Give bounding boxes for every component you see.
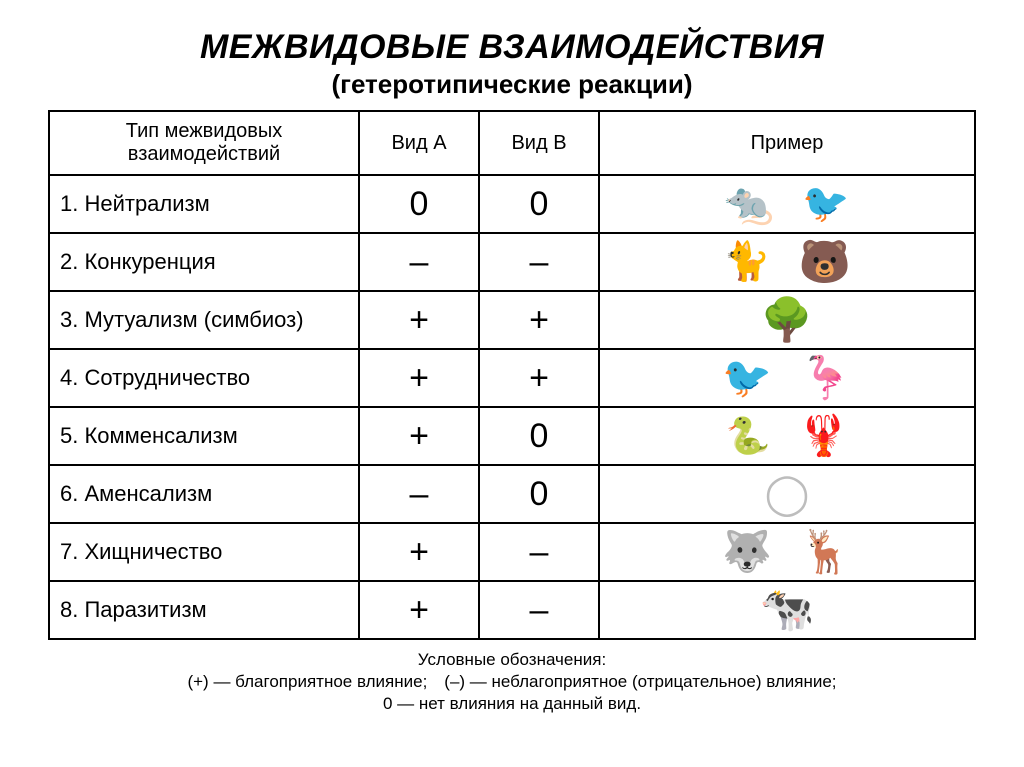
interaction-type: 4. Сотрудничество [49,349,359,407]
example-cell: 🐀🐦 [599,175,975,233]
legend-line-1: (+) — благоприятное влияние; (–) — небла… [48,672,976,692]
col-header-type: Тип межвидовых взаимодействий [49,111,359,175]
interactions-table: Тип межвидовых взаимодействий Вид А Вид … [48,110,976,640]
table-row: 2. Конкуренция––🐈🐻 [49,233,975,291]
species-b-effect: – [479,523,599,581]
species-b-effect: 0 [479,465,599,523]
bird-icon: 🐦 [802,185,849,223]
table-row: 4. Сотрудничество++🐦🦩 [49,349,975,407]
bear-icon: 🐻 [799,241,851,283]
example-cell: 🐍🦞 [599,407,975,465]
species-a-effect: – [359,233,479,291]
table-row: 5. Комменсализм+0🐍🦞 [49,407,975,465]
rat-icon: 🐀 [724,184,774,224]
worm-icon: 🐍 [726,418,771,454]
species-b-effect: 0 [479,175,599,233]
table-body: 1. Нейтрализм00🐀🐦2. Конкуренция––🐈🐻3. Му… [49,175,975,639]
col-header-example: Пример [599,111,975,175]
species-a-effect: – [359,465,479,523]
species-a-effect: + [359,291,479,349]
interaction-type: 3. Мутуализм (симбиоз) [49,291,359,349]
species-a-effect: 0 [359,175,479,233]
example-cell: 🐄 [599,581,975,639]
example-cell: 🐈🐻 [599,233,975,291]
lynx-icon: 🐈 [723,243,770,281]
interaction-type: 2. Конкуренция [49,233,359,291]
table-row: 6. Аменсализм–0 ◯ [49,465,975,523]
page: МЕЖВИДОВЫЕ ВЗАИМОДЕЙСТВИЯ (гетеротипичес… [0,0,1024,767]
legend-title: Условные обозначения: [48,650,976,670]
col-header-species-a: Вид А [359,111,479,175]
species-a-effect: + [359,349,479,407]
example-cell: 🐺🦌 [599,523,975,581]
species-b-effect: – [479,581,599,639]
petri-dish-icon: ◯ [765,474,810,514]
species-b-effect: 0 [479,407,599,465]
interaction-type: 5. Комменсализм [49,407,359,465]
table-header-row: Тип межвидовых взаимодействий Вид А Вид … [49,111,975,175]
crayfish-icon: 🦞 [799,416,849,456]
table-row: 8. Паразитизм+– 🐄 [49,581,975,639]
species-b-effect: + [479,291,599,349]
species-a-effect: + [359,523,479,581]
example-cell: 🌳 [599,291,975,349]
tree-lichen-icon: 🌳 [761,299,813,341]
species-a-effect: + [359,581,479,639]
interaction-type: 8. Паразитизм [49,581,359,639]
table-row: 3. Мутуализм (симбиоз)++🌳 [49,291,975,349]
species-b-effect: – [479,233,599,291]
species-b-effect: + [479,349,599,407]
pelican-icon: 🦩 [800,357,852,399]
page-subtitle: (гетеротипические реакции) [48,69,976,100]
interaction-type: 1. Нейтрализм [49,175,359,233]
page-title: МЕЖВИДОВЫЕ ВЗАИМОДЕЙСТВИЯ [48,28,976,67]
interaction-type: 7. Хищничество [49,523,359,581]
wolf-icon: 🐺 [722,532,772,572]
cow-icon: 🐄 [760,588,815,632]
species-a-effect: + [359,407,479,465]
legend-line-2: 0 — нет влияния на данный вид. [48,694,976,714]
table-row: 7. Хищничество+–🐺🦌 [49,523,975,581]
deer-icon: 🦌 [800,531,852,573]
example-cell: ◯ [599,465,975,523]
interaction-type: 6. Аменсализм [49,465,359,523]
heron-icon: 🐦 [722,358,772,398]
example-cell: 🐦🦩 [599,349,975,407]
legend: Условные обозначения: (+) — благоприятно… [48,650,976,714]
table-row: 1. Нейтрализм00🐀🐦 [49,175,975,233]
col-header-species-b: Вид В [479,111,599,175]
